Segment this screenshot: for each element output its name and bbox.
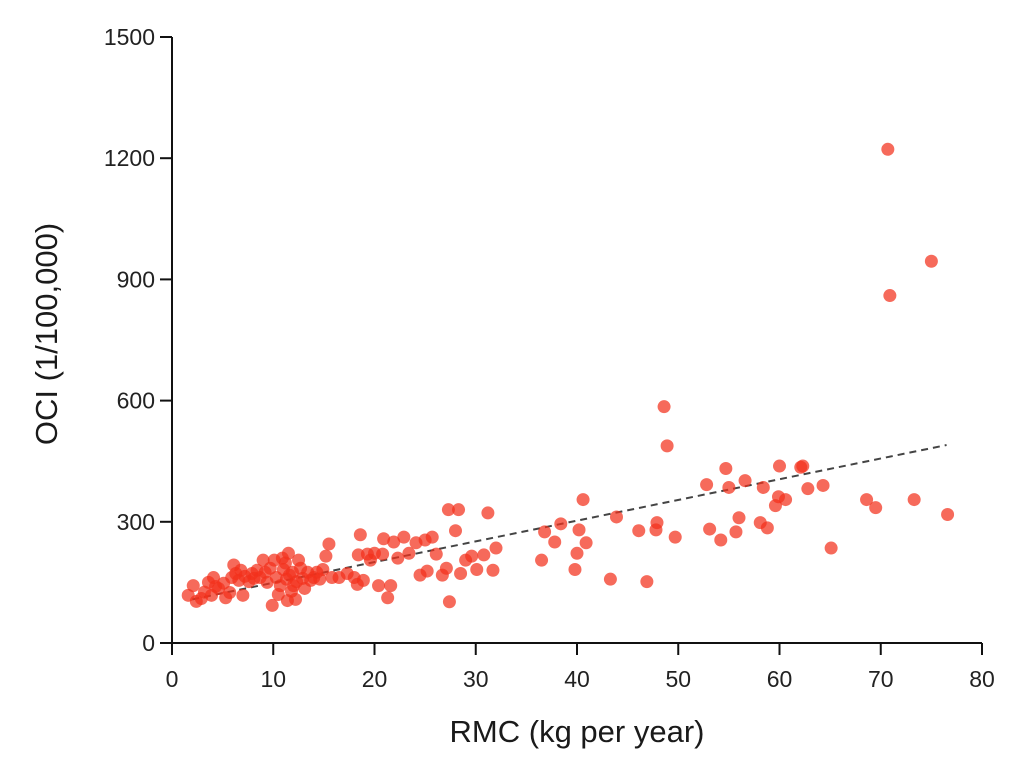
- data-point: [236, 588, 250, 602]
- data-point: [265, 598, 279, 612]
- data-point: [570, 546, 584, 560]
- x-tick-label: 80: [969, 666, 995, 692]
- data-point: [738, 474, 752, 488]
- data-point: [816, 478, 830, 492]
- data-point: [381, 591, 395, 605]
- data-point: [714, 533, 728, 547]
- data-point: [603, 572, 617, 586]
- y-tick-label: 900: [117, 266, 155, 292]
- data-point: [281, 546, 295, 560]
- x-axis-title: RMC (kg per year): [450, 714, 705, 749]
- data-point: [289, 592, 303, 606]
- data-point: [387, 535, 401, 549]
- data-point: [700, 478, 714, 492]
- data-point: [924, 254, 938, 268]
- data-point: [548, 535, 562, 549]
- x-tick-label: 40: [564, 666, 590, 692]
- y-axis-title: OCI (1/100,000): [29, 223, 64, 445]
- y-tick-label: 300: [117, 509, 155, 535]
- data-point: [402, 546, 416, 560]
- x-axis: 0 10 20 30 40 50 60 70 80: [166, 642, 995, 692]
- data-point: [420, 564, 434, 578]
- data-point: [397, 530, 411, 544]
- data-point: [429, 547, 443, 561]
- data-point: [449, 524, 462, 538]
- data-point: [660, 439, 674, 453]
- x-tick-label: 60: [767, 666, 793, 692]
- data-point: [376, 547, 390, 561]
- data-point: [486, 563, 500, 577]
- data-point: [186, 579, 200, 593]
- x-tick-label: 10: [260, 666, 286, 692]
- data-point: [454, 567, 468, 581]
- data-point: [319, 549, 333, 563]
- data-point: [719, 461, 733, 475]
- x-tick-label: 20: [362, 666, 388, 692]
- data-point: [442, 595, 456, 609]
- data-point: [579, 536, 593, 550]
- data-point: [824, 541, 838, 555]
- x-tick-label: 30: [463, 666, 489, 692]
- data-point: [377, 532, 391, 546]
- data-point: [452, 503, 466, 517]
- data-point: [425, 530, 439, 544]
- data-point: [538, 525, 552, 539]
- data-point: [703, 522, 717, 536]
- x-tick-label: 70: [868, 666, 894, 692]
- y-tick-label: 600: [117, 388, 155, 414]
- data-point: [568, 562, 582, 576]
- data-point: [535, 553, 549, 567]
- data-point: [760, 521, 774, 535]
- trendline-group: [192, 444, 947, 601]
- data-point: [732, 511, 746, 525]
- data-point: [353, 528, 367, 542]
- data-point: [907, 493, 921, 507]
- data-point: [883, 289, 897, 303]
- data-point: [796, 459, 810, 473]
- data-point: [391, 551, 405, 565]
- y-tick-label: 0: [142, 630, 155, 656]
- data-point: [576, 493, 590, 507]
- data-point: [756, 480, 770, 494]
- data-point: [640, 575, 654, 589]
- data-point: [465, 549, 479, 563]
- data-point: [729, 525, 743, 539]
- data-point: [477, 548, 491, 562]
- data-point: [779, 493, 793, 507]
- trendline: [192, 444, 947, 601]
- data-point: [941, 508, 955, 522]
- data-point: [650, 516, 664, 530]
- data-point: [609, 510, 623, 524]
- data-point: [881, 142, 895, 156]
- data-point: [801, 482, 815, 496]
- data-point: [384, 579, 398, 593]
- y-tick-label: 1500: [104, 24, 155, 50]
- data-point: [481, 506, 495, 520]
- y-tick-label: 1200: [104, 145, 155, 171]
- data-point: [441, 503, 455, 517]
- data-point: [572, 523, 586, 537]
- data-point: [632, 524, 646, 538]
- data-point: [773, 459, 786, 473]
- data-point: [489, 541, 503, 555]
- data-point: [223, 586, 237, 599]
- y-axis: 0 300 600 900 1200 1500: [104, 24, 173, 656]
- data-point: [356, 573, 370, 587]
- data-point: [657, 400, 671, 414]
- data-point: [322, 537, 336, 551]
- data-point: [554, 517, 568, 531]
- data-point: [470, 562, 484, 576]
- data-point: [439, 561, 453, 575]
- data-point: [372, 579, 386, 593]
- data-point: [316, 562, 330, 576]
- data-points: [181, 142, 955, 612]
- data-point: [668, 530, 682, 544]
- data-point: [860, 493, 874, 507]
- x-tick-label: 0: [166, 666, 179, 692]
- data-point: [722, 480, 736, 494]
- x-tick-label: 50: [665, 666, 691, 692]
- data-point: [869, 501, 883, 515]
